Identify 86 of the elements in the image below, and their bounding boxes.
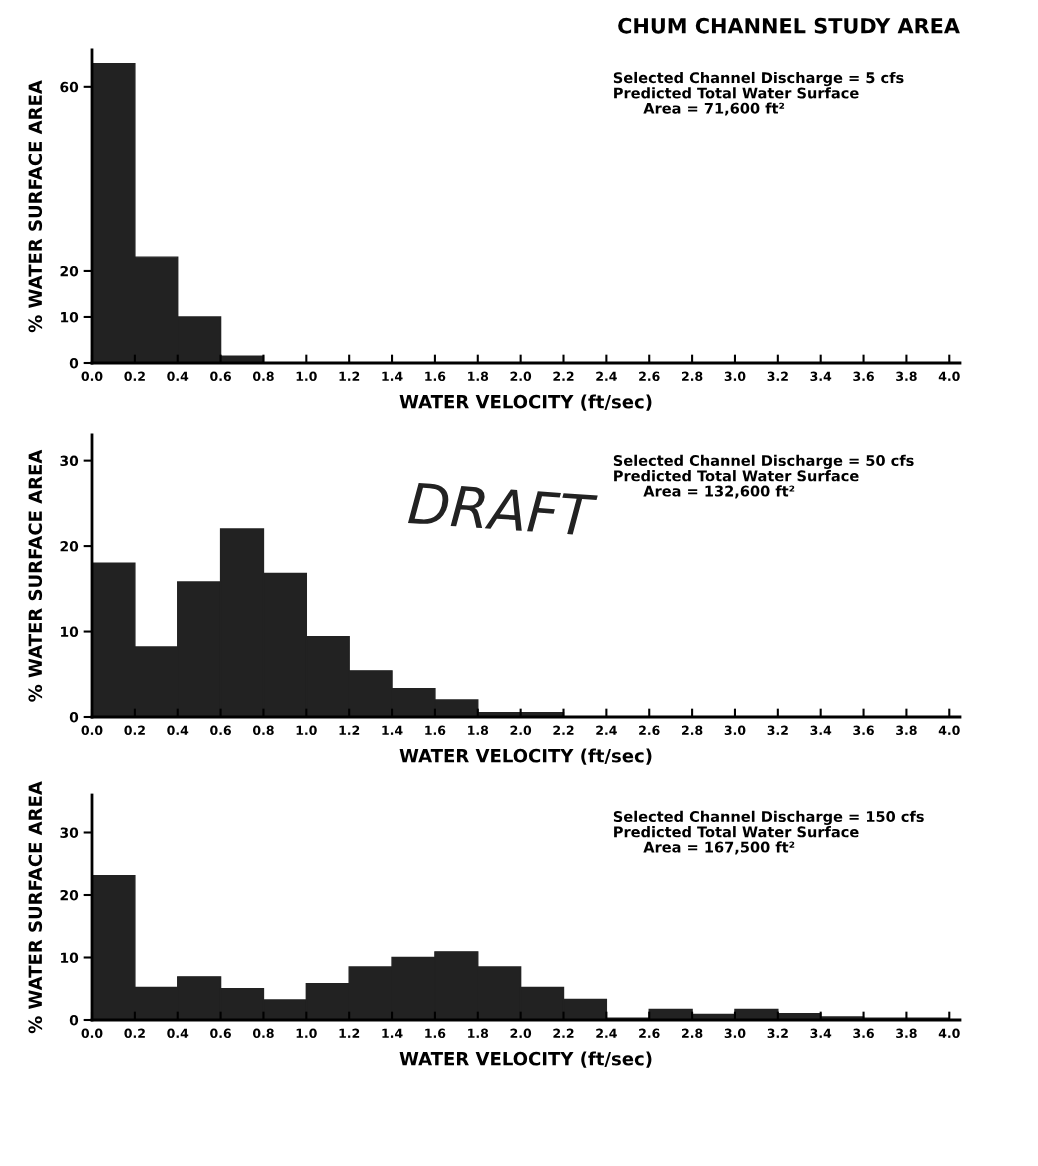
- x-tick-label: 4.0: [938, 725, 960, 736]
- x-tick-label: 0.0: [81, 371, 103, 382]
- x-tick-label: 1.2: [339, 371, 360, 381]
- x-tick-label: 0.8: [252, 1028, 274, 1039]
- x-tick-label: 3.0: [724, 725, 746, 736]
- y-tick-label: 60: [60, 81, 79, 93]
- x-axis-title: WATER VELOCITY (ft/sec): [399, 394, 652, 411]
- x-tick-label: 0.2: [124, 371, 145, 382]
- x-tick-label: 3.8: [896, 371, 917, 382]
- x-tick-label: 3.4: [810, 1028, 832, 1039]
- x-tick-label: 2.8: [682, 725, 703, 736]
- x-tick-label: 2.4: [596, 1028, 617, 1038]
- x-tick-label: 2.0: [510, 725, 532, 736]
- x-tick-label: 0.4: [167, 371, 189, 382]
- x-tick-label: 3.2: [767, 1028, 788, 1039]
- x-tick-label: 0.4: [167, 725, 189, 736]
- x-tick-label: 4.0: [938, 1028, 960, 1039]
- y-axis-title: % WATER SURFACE AREA: [28, 781, 43, 1034]
- x-tick-label: 0.8: [252, 725, 274, 736]
- x-tick-label: 0.0: [81, 725, 103, 736]
- x-tick-label: 0.0: [81, 1028, 103, 1039]
- x-tick-label: 2.2: [553, 371, 574, 381]
- x-tick-label: 2.8: [682, 1028, 703, 1039]
- x-tick-label: 2.4: [596, 371, 617, 381]
- y-tick-label: 0: [69, 357, 79, 369]
- y-tick-label: 20: [60, 889, 79, 901]
- x-tick-label: 3.4: [810, 725, 832, 736]
- annotation: Selected Channel Discharge = 5 cfs Predicted Total Water Surface Area = 71,600 ft²: [613, 71, 904, 116]
- x-tick-label: 3.6: [853, 1028, 874, 1039]
- x-tick-label: 2.2: [553, 725, 574, 735]
- y-tick-label: 10: [61, 626, 79, 638]
- x-tick-label: 1.6: [425, 725, 446, 736]
- x-tick-label: 3.8: [896, 1028, 917, 1039]
- x-tick-label: 2.6: [639, 1028, 660, 1039]
- x-tick-label: 3.4: [810, 371, 832, 382]
- x-tick-label: 0.6: [210, 371, 231, 382]
- x-axis-title: WATER VELOCITY (ft/sec): [399, 1051, 652, 1068]
- x-tick-label: 1.8: [468, 371, 489, 382]
- y-axis-title: % WATER SURFACE AREA: [28, 80, 43, 333]
- annotation: DRAFT: [407, 482, 598, 536]
- x-tick-label: 2.4: [596, 725, 617, 735]
- x-tick-label: 3.2: [767, 725, 788, 736]
- x-tick-label: 0.8: [252, 371, 274, 382]
- x-tick-label: 1.0: [296, 725, 317, 736]
- x-tick-label: 1.2: [339, 725, 360, 735]
- annotation: Selected Channel Discharge = 50 cfs Predicted Total Water Surface Area = 132,600 ft²: [613, 454, 914, 499]
- y-tick-label: 20: [60, 541, 79, 552]
- x-tick-label: 3.2: [767, 371, 788, 382]
- y-tick-label: 0: [69, 711, 79, 723]
- x-tick-label: 0.2: [124, 725, 145, 736]
- x-tick-label: 0.6: [210, 725, 231, 736]
- x-tick-label: 2.2: [553, 1028, 574, 1038]
- x-tick-label: 1.8: [468, 725, 489, 736]
- x-tick-label: 3.0: [724, 371, 746, 382]
- x-tick-label: 1.6: [425, 1028, 446, 1039]
- y-tick-label: 10: [61, 311, 79, 323]
- x-axis-title: WATER VELOCITY (ft/sec): [399, 748, 652, 765]
- x-tick-label: 1.4: [382, 725, 403, 735]
- x-tick-label: 1.2: [339, 1028, 360, 1038]
- x-tick-label: 3.6: [853, 725, 874, 736]
- x-tick-label: 2.6: [639, 371, 660, 382]
- annotation: Selected Channel Discharge = 150 cfs Predicted Total Water Surface Area = 167,500 ft²: [613, 810, 924, 855]
- y-tick-label: 30: [60, 827, 79, 838]
- x-tick-label: 1.8: [468, 1028, 489, 1039]
- x-tick-label: 3.8: [896, 725, 917, 736]
- y-axis-title: % WATER SURFACE AREA: [28, 449, 43, 702]
- x-tick-label: 2.8: [682, 371, 703, 382]
- y-tick-label: 30: [60, 455, 79, 467]
- y-tick-label: 0: [69, 1014, 79, 1026]
- x-tick-label: 3.6: [853, 371, 874, 382]
- x-tick-label: 1.4: [382, 1028, 403, 1038]
- y-tick-label: 20: [60, 265, 79, 277]
- x-tick-label: 2.6: [639, 725, 660, 736]
- x-tick-label: 3.0: [724, 1028, 746, 1039]
- x-tick-label: 1.6: [425, 371, 446, 382]
- x-tick-label: 2.0: [510, 371, 532, 382]
- x-tick-label: 4.0: [938, 371, 960, 382]
- x-tick-label: 1.0: [296, 371, 317, 382]
- x-tick-label: 0.4: [167, 1028, 189, 1039]
- y-tick-label: 10: [61, 952, 79, 963]
- x-tick-label: 0.6: [210, 1028, 231, 1039]
- x-tick-label: 2.0: [510, 1028, 532, 1039]
- x-tick-label: 1.4: [382, 371, 403, 381]
- chart-title: CHUM CHANNEL STUDY AREA: [618, 17, 960, 34]
- x-tick-label: 0.2: [124, 1028, 145, 1039]
- x-tick-label: 1.0: [296, 1028, 317, 1039]
